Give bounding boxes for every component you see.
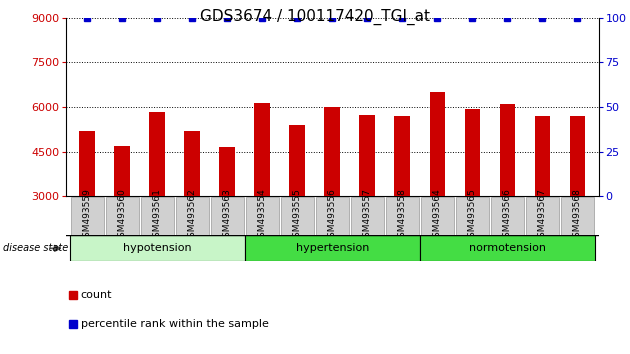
Text: hypotension: hypotension bbox=[123, 243, 192, 253]
Text: GDS3674 / 100117420_TGI_at: GDS3674 / 100117420_TGI_at bbox=[200, 9, 430, 25]
Text: percentile rank within the sample: percentile rank within the sample bbox=[81, 319, 268, 329]
Bar bbox=[570, 116, 585, 196]
Text: GSM493560: GSM493560 bbox=[118, 188, 127, 244]
Text: GSM493563: GSM493563 bbox=[223, 188, 232, 244]
Text: count: count bbox=[81, 290, 112, 300]
Text: GSM493568: GSM493568 bbox=[573, 188, 582, 244]
Text: GSM493556: GSM493556 bbox=[328, 188, 337, 244]
Bar bbox=[464, 109, 480, 196]
Text: GSM493561: GSM493561 bbox=[152, 188, 162, 244]
FancyBboxPatch shape bbox=[140, 197, 174, 235]
FancyBboxPatch shape bbox=[491, 197, 524, 235]
FancyBboxPatch shape bbox=[421, 197, 454, 235]
Bar bbox=[255, 103, 270, 196]
Text: GSM493562: GSM493562 bbox=[188, 189, 197, 243]
Bar bbox=[360, 115, 375, 196]
Bar bbox=[114, 146, 130, 196]
Bar bbox=[79, 131, 95, 196]
FancyBboxPatch shape bbox=[386, 197, 419, 235]
FancyBboxPatch shape bbox=[211, 197, 244, 235]
Bar bbox=[500, 104, 515, 196]
Bar bbox=[149, 112, 165, 196]
FancyBboxPatch shape bbox=[316, 197, 349, 235]
FancyBboxPatch shape bbox=[420, 235, 595, 261]
FancyBboxPatch shape bbox=[561, 197, 594, 235]
FancyBboxPatch shape bbox=[71, 197, 103, 235]
Text: hypertension: hypertension bbox=[295, 243, 369, 253]
FancyBboxPatch shape bbox=[106, 197, 139, 235]
Text: GSM493555: GSM493555 bbox=[293, 188, 302, 244]
Bar bbox=[185, 131, 200, 196]
Bar bbox=[535, 116, 551, 196]
Bar bbox=[430, 92, 445, 196]
FancyBboxPatch shape bbox=[526, 197, 559, 235]
Bar bbox=[219, 147, 235, 196]
Bar bbox=[289, 125, 305, 196]
Text: GSM493557: GSM493557 bbox=[363, 188, 372, 244]
Text: disease state: disease state bbox=[3, 243, 69, 253]
FancyBboxPatch shape bbox=[70, 235, 245, 261]
FancyBboxPatch shape bbox=[281, 197, 314, 235]
Text: GSM493559: GSM493559 bbox=[83, 188, 91, 244]
FancyBboxPatch shape bbox=[351, 197, 384, 235]
FancyBboxPatch shape bbox=[246, 197, 278, 235]
Text: GSM493567: GSM493567 bbox=[538, 188, 547, 244]
FancyBboxPatch shape bbox=[456, 197, 489, 235]
Text: GSM493558: GSM493558 bbox=[398, 188, 407, 244]
Text: GSM493564: GSM493564 bbox=[433, 189, 442, 243]
Text: GSM493566: GSM493566 bbox=[503, 188, 512, 244]
Bar bbox=[324, 107, 340, 196]
FancyBboxPatch shape bbox=[245, 235, 420, 261]
Text: GSM493565: GSM493565 bbox=[468, 188, 477, 244]
Text: normotension: normotension bbox=[469, 243, 546, 253]
Text: GSM493554: GSM493554 bbox=[258, 189, 266, 243]
Bar bbox=[394, 116, 410, 196]
FancyBboxPatch shape bbox=[176, 197, 209, 235]
